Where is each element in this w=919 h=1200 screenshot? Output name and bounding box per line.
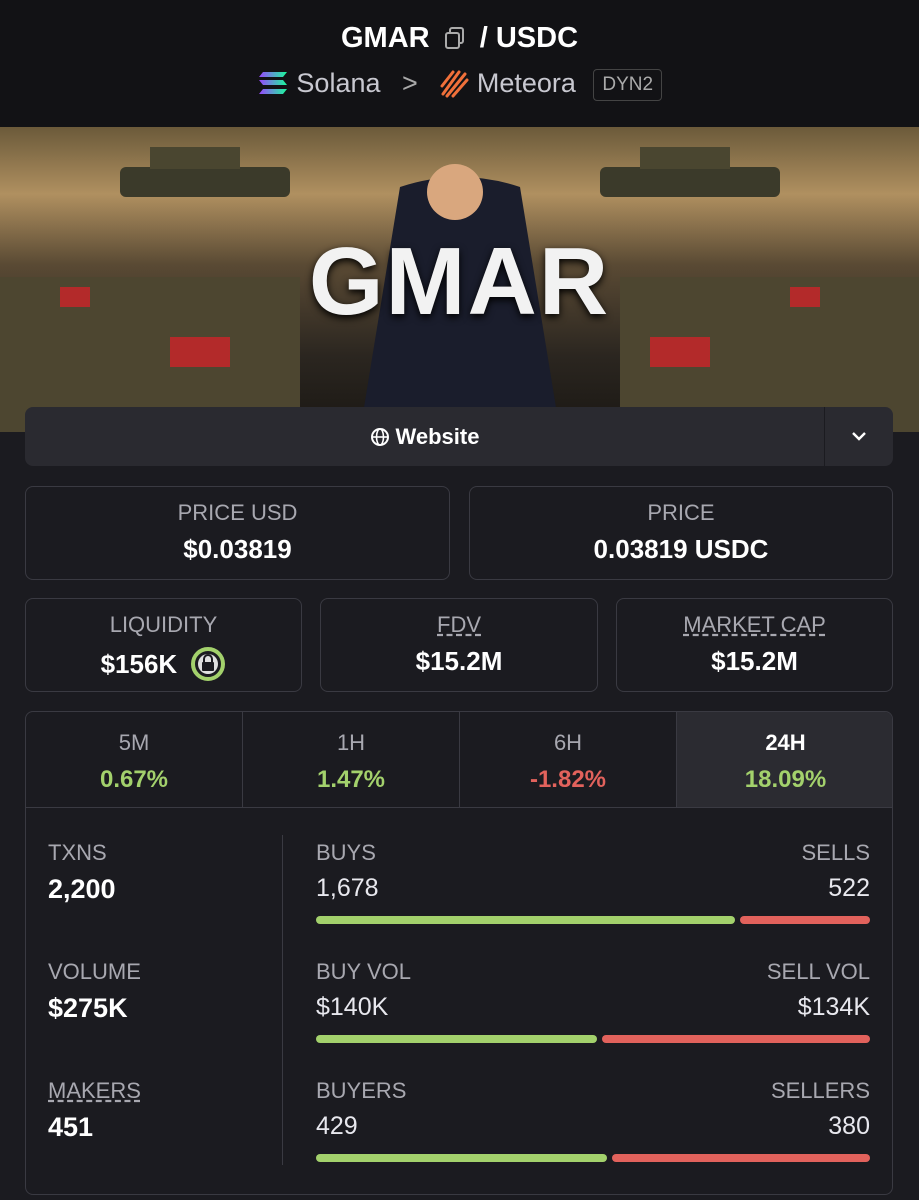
label: PRICE bbox=[647, 500, 715, 525]
split-label: BUYS bbox=[316, 840, 376, 865]
label: FDV bbox=[437, 612, 481, 637]
stat-value: 451 bbox=[48, 1112, 94, 1142]
split-value: 1,678 bbox=[316, 874, 379, 902]
split-value: $134K bbox=[797, 993, 870, 1021]
globe-icon bbox=[370, 428, 389, 446]
website-button[interactable]: Website bbox=[25, 407, 893, 466]
change: -1.82% bbox=[529, 766, 607, 793]
period: 6H bbox=[553, 730, 583, 755]
stat-value: 2,200 bbox=[48, 874, 116, 904]
metric-card: FDV $15.2M bbox=[320, 598, 598, 692]
stat-label: MAKERS bbox=[48, 1078, 141, 1103]
split-value: 522 bbox=[828, 874, 870, 902]
quote: USDC bbox=[495, 22, 579, 54]
change: 1.47% bbox=[316, 766, 386, 793]
buy-bar bbox=[316, 1154, 608, 1162]
value: $15.2M bbox=[415, 646, 503, 676]
sell-bar bbox=[612, 1154, 870, 1162]
period: 5M bbox=[118, 730, 150, 755]
change: 18.09% bbox=[744, 766, 827, 793]
sell-bar bbox=[739, 916, 870, 924]
solana-icon bbox=[258, 72, 287, 94]
timeframe-tab[interactable]: 5M 0.67% bbox=[26, 712, 243, 808]
split-label: BUYERS bbox=[316, 1078, 407, 1103]
value: $0.03819 bbox=[183, 534, 292, 564]
stats-box: 5M 0.67% 1H 1.47% 6H -1.82% 24H 18.09% TXNS 2,200… bbox=[25, 711, 893, 1195]
buy-bar bbox=[316, 1035, 597, 1043]
value: $15.2M bbox=[711, 646, 798, 676]
label: MARKET CAP bbox=[683, 612, 826, 637]
timeframe-tab[interactable]: 24H 18.09% bbox=[677, 712, 892, 808]
chevron[interactable] bbox=[850, 427, 868, 445]
copy-icon[interactable] bbox=[444, 27, 466, 49]
separator: / bbox=[479, 22, 488, 54]
pool-type: DYN2 bbox=[593, 68, 663, 101]
stat-value: $275K bbox=[48, 993, 128, 1023]
label: LIQUIDITY bbox=[109, 612, 218, 637]
timeframe-tab[interactable]: 6H -1.82% bbox=[460, 712, 677, 808]
timeframe-tab[interactable]: 1H 1.47% bbox=[243, 712, 460, 808]
value: $156K bbox=[100, 649, 178, 679]
split-value: 429 bbox=[316, 1112, 358, 1140]
sell-bar bbox=[601, 1035, 870, 1043]
split-label: SELL VOL bbox=[766, 959, 870, 984]
banner-art bbox=[0, 147, 919, 432]
dex[interactable]: Meteora bbox=[476, 68, 576, 98]
value: 0.03819 USDC bbox=[593, 534, 769, 564]
period: 1H bbox=[336, 730, 366, 755]
price-card: PRICE 0.03819 USDC bbox=[469, 486, 893, 580]
banner: GMAR bbox=[0, 127, 919, 432]
price-card: PRICE USD $0.03819 bbox=[25, 486, 450, 580]
metric-card: MARKET CAP $15.2M bbox=[616, 598, 893, 692]
lock-icon[interactable] bbox=[190, 646, 226, 682]
stat-label: TXNS bbox=[48, 840, 107, 865]
period: 24H bbox=[765, 730, 806, 755]
breadcrumb: Solana > Meteora DYN2 bbox=[0, 68, 919, 101]
buy-bar bbox=[316, 916, 735, 924]
split-value: 380 bbox=[828, 1112, 870, 1140]
split-label: SELLS bbox=[801, 840, 871, 865]
pair-title: GMAR / USDC bbox=[0, 22, 919, 55]
token: GMAR bbox=[340, 22, 430, 54]
meteora-icon bbox=[440, 70, 469, 98]
header bbox=[0, 0, 919, 127]
banner-logo: GMAR bbox=[308, 228, 611, 335]
label: PRICE USD bbox=[177, 500, 298, 525]
stat-label: VOLUME bbox=[48, 959, 141, 984]
split-value: $140K bbox=[316, 993, 389, 1021]
website-label[interactable]: Website bbox=[395, 424, 480, 449]
change: 0.67% bbox=[99, 766, 169, 793]
split-label: BUY VOL bbox=[316, 959, 411, 984]
chain[interactable]: Solana bbox=[296, 68, 381, 98]
metric-card: LIQUIDITY $156K bbox=[25, 598, 302, 692]
split-label: SELLERS bbox=[770, 1078, 870, 1103]
